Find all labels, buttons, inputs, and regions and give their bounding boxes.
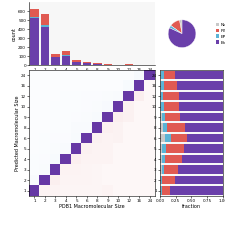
- Bar: [165, 113, 180, 122]
- Bar: [163, 92, 179, 100]
- Bar: [165, 155, 182, 163]
- Bar: [175, 71, 223, 79]
- Bar: [72, 62, 81, 63]
- Bar: [179, 92, 223, 100]
- Bar: [30, 18, 39, 65]
- Bar: [41, 25, 49, 27]
- Bar: [93, 64, 102, 65]
- Bar: [162, 165, 164, 174]
- Bar: [178, 165, 223, 174]
- Bar: [162, 113, 165, 122]
- Wedge shape: [169, 26, 182, 34]
- Bar: [164, 165, 178, 174]
- Bar: [161, 71, 164, 79]
- Bar: [162, 186, 170, 195]
- Bar: [161, 102, 164, 111]
- Bar: [160, 113, 162, 122]
- Bar: [170, 186, 223, 195]
- Bar: [161, 81, 164, 90]
- Bar: [160, 92, 161, 100]
- Bar: [171, 134, 187, 142]
- Bar: [161, 176, 162, 184]
- Bar: [160, 123, 163, 132]
- Bar: [30, 17, 39, 18]
- Bar: [187, 134, 223, 142]
- Bar: [160, 71, 161, 79]
- Bar: [167, 123, 185, 132]
- Bar: [163, 123, 167, 132]
- Bar: [93, 63, 102, 64]
- X-axis label: PDB1 Macromolecular Size: PDB1 Macromolecular Size: [59, 204, 125, 209]
- Bar: [160, 155, 162, 163]
- Bar: [179, 102, 223, 111]
- Bar: [160, 102, 161, 111]
- Bar: [162, 144, 166, 153]
- Bar: [83, 62, 91, 63]
- Wedge shape: [179, 20, 182, 34]
- Bar: [160, 134, 165, 142]
- Bar: [166, 144, 184, 153]
- Bar: [62, 51, 70, 56]
- Bar: [30, 9, 39, 17]
- Bar: [184, 144, 223, 153]
- Bar: [161, 92, 163, 100]
- Bar: [165, 134, 171, 142]
- Wedge shape: [168, 20, 196, 48]
- Bar: [160, 176, 161, 184]
- Legend: None, PISA, EPPIC, Both: None, PISA, EPPIC, Both: [216, 23, 225, 45]
- Bar: [164, 102, 179, 111]
- Bar: [41, 27, 49, 65]
- Bar: [72, 63, 81, 65]
- Bar: [164, 81, 178, 90]
- Bar: [51, 54, 60, 57]
- Bar: [72, 60, 81, 62]
- Bar: [178, 81, 223, 90]
- Wedge shape: [171, 20, 182, 34]
- Bar: [51, 57, 60, 65]
- Bar: [160, 186, 161, 195]
- Bar: [182, 155, 223, 163]
- Bar: [180, 113, 223, 122]
- Bar: [41, 14, 49, 25]
- Bar: [104, 64, 112, 65]
- Bar: [162, 155, 165, 163]
- Y-axis label: Predicted Macromolecular Size: Predicted Macromolecular Size: [15, 95, 20, 171]
- Bar: [160, 144, 162, 153]
- Bar: [162, 176, 175, 184]
- Bar: [160, 81, 161, 90]
- Bar: [185, 123, 223, 132]
- Bar: [164, 71, 175, 79]
- Bar: [175, 176, 223, 184]
- X-axis label: fraction: fraction: [182, 204, 201, 209]
- Bar: [161, 186, 162, 195]
- Y-axis label: count: count: [12, 27, 17, 41]
- Bar: [160, 165, 162, 174]
- Bar: [83, 63, 91, 65]
- Bar: [62, 56, 70, 65]
